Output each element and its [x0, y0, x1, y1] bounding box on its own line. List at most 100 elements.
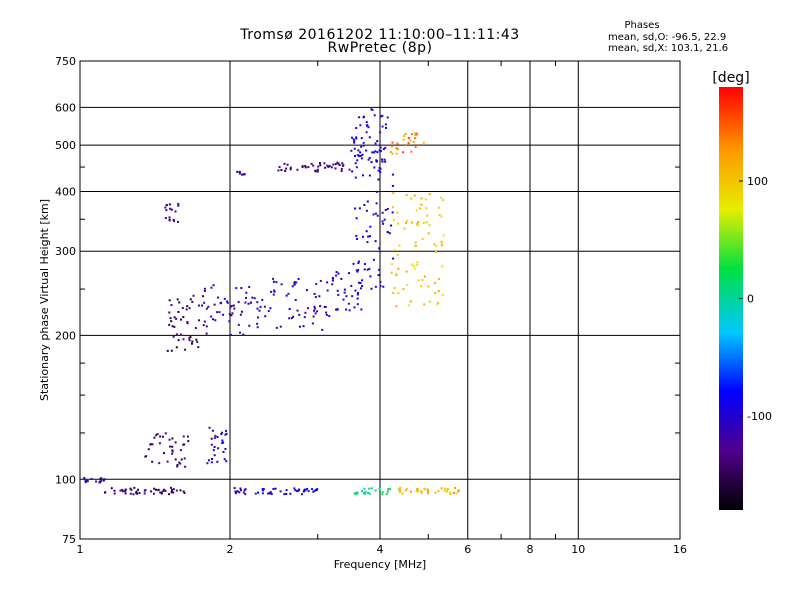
echo-point [170, 304, 173, 307]
echo-point [415, 490, 418, 493]
echo-point [197, 304, 200, 307]
echo-point [220, 433, 223, 436]
echo-point [171, 437, 174, 440]
echo-point [365, 230, 368, 233]
echo-point [257, 491, 260, 494]
x-tick-label: 8 [527, 543, 534, 556]
echo-point [171, 450, 174, 453]
echo-point [314, 169, 317, 172]
echo-point [171, 445, 174, 448]
echo-point [412, 141, 415, 144]
echo-point [415, 244, 418, 247]
echo-point [234, 492, 237, 495]
echo-point [368, 267, 371, 270]
echo-point [216, 311, 219, 314]
y-tick-label: 75 [62, 533, 76, 546]
echo-point [163, 488, 166, 491]
echo-point [415, 132, 418, 135]
echo-point [361, 490, 364, 493]
echo-point [436, 303, 439, 306]
echo-point [124, 492, 127, 495]
echo-point [356, 297, 359, 300]
colorbar-tick-label: 0 [747, 293, 754, 306]
echo-point [402, 134, 405, 137]
echo-point [381, 211, 384, 214]
echo-point [441, 293, 444, 296]
echo-point [356, 238, 359, 241]
echo-point [366, 268, 369, 271]
echo-point [356, 303, 359, 306]
echo-point [407, 304, 410, 307]
echo-point [263, 305, 266, 308]
echo-point [370, 108, 373, 111]
echo-point [183, 457, 186, 460]
echo-point [365, 131, 368, 134]
echo-point [306, 487, 309, 490]
echo-point [293, 487, 296, 490]
echo-point [391, 173, 394, 176]
echo-point [164, 217, 167, 220]
echo-point [188, 337, 191, 340]
echo-point [176, 465, 179, 468]
echo-point [426, 488, 429, 491]
echo-point [206, 462, 209, 465]
echo-point [100, 479, 103, 482]
echo-point [296, 309, 299, 312]
echo-point [357, 149, 360, 152]
echo-point [414, 137, 417, 140]
echo-point [223, 458, 226, 461]
echo-point [360, 308, 363, 311]
echo-point [357, 262, 360, 265]
echo-point [373, 166, 376, 169]
echo-point [256, 307, 259, 310]
echo-point [330, 166, 333, 169]
echo-point [180, 318, 183, 321]
echo-point [313, 292, 316, 295]
echo-point [371, 151, 374, 154]
echo-point [223, 297, 226, 300]
echo-point [371, 108, 374, 111]
echo-point [414, 241, 417, 244]
echo-point [290, 317, 293, 320]
echo-point [404, 133, 407, 136]
colorbar-ticks: 100 0 -100 [739, 175, 772, 423]
echo-point [379, 167, 382, 170]
echo-point [312, 315, 315, 318]
echo-point [376, 160, 379, 163]
echo-point [239, 313, 242, 316]
echo-point [147, 448, 150, 451]
echo-point [355, 269, 358, 272]
echo-point [381, 220, 384, 223]
echo-point [324, 166, 327, 169]
echo-point [203, 301, 206, 304]
echo-point [211, 429, 214, 432]
echo-point [335, 308, 338, 311]
echo-point [172, 218, 175, 221]
echo-point [138, 491, 141, 494]
echo-point [176, 464, 179, 467]
echo-point [335, 274, 338, 277]
echo-point [359, 154, 362, 157]
echo-point [144, 455, 147, 458]
echo-point [410, 221, 413, 224]
echo-point [420, 285, 423, 288]
echo-point [171, 325, 174, 328]
echo-point [253, 297, 256, 300]
echo-point [230, 304, 233, 307]
echo-point [440, 196, 443, 199]
echo-point [407, 142, 410, 145]
echo-point [174, 210, 177, 213]
echo-point [315, 283, 318, 286]
echo-point [409, 139, 412, 142]
echo-point [415, 209, 418, 212]
echo-point [177, 310, 180, 313]
echo-point [402, 138, 405, 141]
echo-point [239, 331, 242, 334]
echo-point [170, 488, 173, 491]
echo-point [237, 323, 240, 326]
echo-point [166, 460, 169, 463]
echo-point [364, 490, 367, 493]
phase-stats-x: mean, sd,X: 103.1, 21.6 [608, 43, 729, 54]
echo-point [368, 174, 371, 177]
echo-point [311, 488, 314, 491]
